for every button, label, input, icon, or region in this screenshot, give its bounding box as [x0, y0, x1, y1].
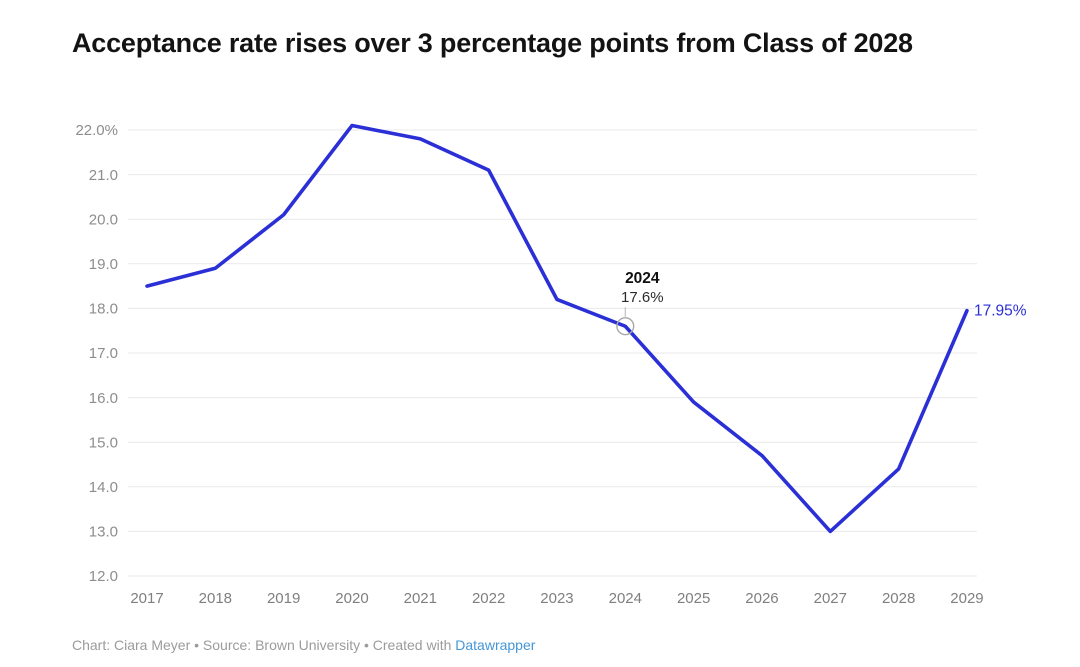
- x-tick-label: 2027: [814, 590, 847, 607]
- acceptance-rate-line: [145, 123, 969, 534]
- annotation-value-label: 17.6%: [621, 289, 664, 306]
- chart-footer: Chart: Ciara Meyer • Source: Brown Unive…: [72, 637, 535, 653]
- x-tick-label: 2026: [745, 590, 778, 607]
- line-end-value-label: 17.95%: [974, 303, 1027, 320]
- y-tick-label: 19.0: [89, 256, 118, 273]
- x-tick-label: 2022: [472, 590, 505, 607]
- y-tick-label: 15.0: [89, 434, 118, 451]
- gridlines: [128, 129, 977, 577]
- x-tick-label: 2028: [882, 590, 915, 607]
- x-tick-label: 2025: [677, 590, 710, 607]
- y-tick-label: 21.0: [89, 167, 118, 184]
- y-tick-label: 13.0: [89, 524, 118, 541]
- annotation-year-label: 2024: [625, 270, 660, 287]
- x-tick-label: 2021: [404, 590, 437, 607]
- annotation-point-marker: [616, 317, 635, 336]
- y-axis-tick-labels: 22.0% 21.0 20.0 19.0 18.0 17.0 16.0 15.0 14.0 13.…: [75, 122, 118, 585]
- chart-title: Acceptance rate rises over 3 percentage …: [72, 28, 913, 58]
- footer-credit-text: Chart: Ciara Meyer • Source: Brown Unive…: [72, 637, 456, 653]
- x-tick-label: 2020: [335, 590, 368, 607]
- y-tick-label: 18.0: [89, 301, 118, 318]
- y-tick-label: 17.0: [89, 345, 118, 362]
- x-tick-label: 2023: [540, 590, 573, 607]
- x-tick-label: 2017: [130, 590, 163, 607]
- datawrapper-link[interactable]: Datawrapper: [455, 637, 536, 653]
- y-tick-label: 16.0: [89, 390, 118, 407]
- y-tick-label: 20.0: [89, 211, 118, 228]
- y-tick-label: 22.0%: [75, 122, 118, 139]
- x-tick-label: 2019: [267, 590, 300, 607]
- x-tick-label: 2018: [199, 590, 232, 607]
- x-axis-tick-labels: 2017 2018 2019 2020 2021 2022 2023 2024 2025 2026…: [130, 590, 983, 607]
- x-tick-label: 2029: [950, 590, 983, 607]
- y-tick-label: 12.0: [89, 568, 118, 585]
- y-tick-label: 14.0: [89, 479, 118, 496]
- x-tick-label: 2024: [609, 590, 642, 607]
